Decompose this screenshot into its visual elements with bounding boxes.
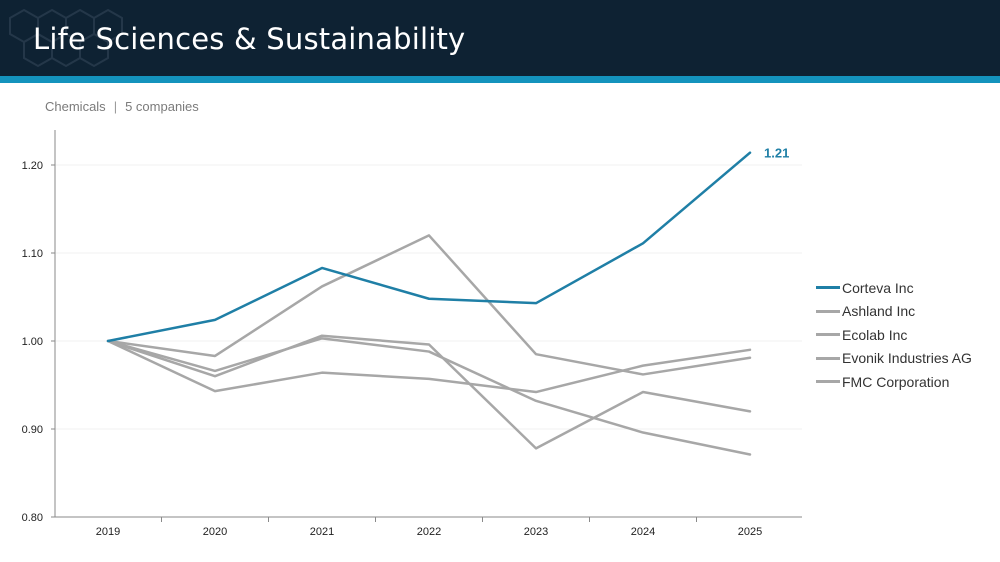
page-title: Life Sciences & Sustainability [33,22,466,56]
legend-label: Ecolab Inc [842,326,908,343]
x-tick-label: 2021 [310,526,334,538]
x-tick-label: 2024 [631,526,655,538]
series-line-evonik-industries-ag [106,339,752,394]
x-tick-label: 2023 [524,526,548,538]
legend-label: Evonik Industries AG [842,350,972,367]
accent-stripe [0,76,1000,83]
y-tick-label: 1.20 [22,160,43,172]
x-tick-label: 2020 [203,526,227,538]
company-count: 5 companies [125,99,199,114]
legend-item: Corteva Inc [816,276,972,300]
chart-legend: Corteva Inc Ashland Inc Ecolab Inc Evonik I… [816,276,972,394]
series-line-ashland-inc [106,234,752,376]
series-line-ecolab-inc [106,334,752,450]
legend-swatch [816,286,840,290]
series-line-corteva-inc [106,151,752,343]
y-tick-label: 0.80 [22,512,43,524]
legend-swatch [816,309,840,313]
x-tick-label: 2022 [417,526,441,538]
subtitle-separator: | [113,99,118,114]
series-line-fmc-corporation [106,337,752,456]
legend-item: Ashland Inc [816,300,972,324]
legend-item: Evonik Industries AG [816,347,972,371]
header-bar: Life Sciences & Sustainability [0,0,1000,76]
legend-item: FMC Corporation [816,370,972,394]
legend-label: FMC Corporation [842,373,950,390]
x-tick-label: 2025 [738,526,762,538]
legend-label: Ashland Inc [842,303,916,320]
x-tick-label: 2019 [96,526,120,538]
legend-swatch [816,380,840,384]
y-tick-label: 1.10 [22,248,43,260]
legend-swatch [816,333,840,337]
y-tick-label: 1.00 [22,336,43,348]
legend-item: Ecolab Inc [816,323,972,347]
chart-subtitle: Chemicals | 5 companies [45,99,199,114]
sector-label: Chemicals [45,99,106,114]
legend-swatch [816,356,840,360]
end-value-label: 1.21 [764,146,789,161]
y-tick-label: 0.90 [22,424,43,436]
legend-label: Corteva Inc [842,279,914,296]
hexagon-pattern-icon [9,8,123,68]
